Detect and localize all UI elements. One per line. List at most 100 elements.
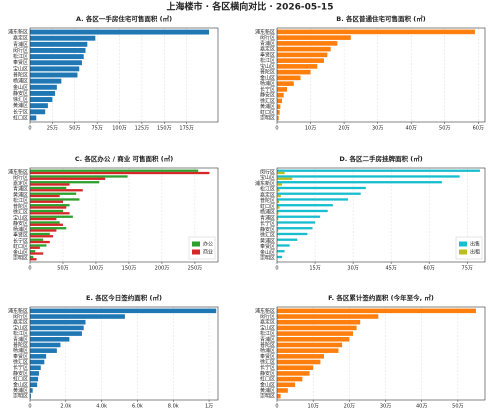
bar bbox=[277, 206, 280, 209]
bar bbox=[277, 198, 349, 201]
bar bbox=[30, 183, 70, 186]
bar bbox=[277, 215, 321, 218]
y-tick-label: 奉贤区 bbox=[260, 243, 275, 250]
bar bbox=[277, 314, 379, 319]
y-tick-label: 青浦区 bbox=[260, 336, 275, 343]
legend-label: 出售 bbox=[470, 241, 480, 248]
x-tick-label: 20万 bbox=[344, 404, 355, 410]
y-tick-label: 浦东新区 bbox=[8, 29, 28, 36]
legend-label: 出租 bbox=[470, 249, 480, 256]
legend-swatch bbox=[192, 249, 200, 255]
bar bbox=[30, 255, 34, 259]
y-tick-label: 长宁区 bbox=[260, 220, 275, 227]
bar bbox=[30, 325, 84, 331]
y-tick-label: 虹口区 bbox=[260, 376, 275, 383]
bar bbox=[30, 177, 106, 180]
x-tick-label: 0 bbox=[28, 404, 31, 410]
y-tick-label: 徐汇区 bbox=[260, 232, 275, 239]
y-tick-label: 松江区 bbox=[260, 57, 275, 64]
y-tick-label: 青浦区 bbox=[13, 41, 28, 48]
x-tick-label: 10万 bbox=[305, 126, 316, 132]
y-tick-label: 宝山区 bbox=[260, 174, 275, 181]
y-tick-label: 奉贤区 bbox=[13, 232, 28, 239]
bar bbox=[30, 78, 62, 84]
bar bbox=[277, 325, 357, 331]
bar bbox=[30, 365, 41, 370]
bar bbox=[30, 221, 60, 224]
y-tick-label: 嘉定区 bbox=[260, 191, 275, 198]
bar bbox=[30, 314, 125, 319]
bar bbox=[277, 192, 361, 195]
x-tick-label: 60万 bbox=[424, 266, 435, 272]
x-tick-label: 20万 bbox=[338, 126, 349, 132]
bar bbox=[30, 371, 39, 376]
bar bbox=[30, 60, 82, 66]
y-tick-label: 虹口区 bbox=[260, 109, 275, 116]
x-tick-label: 30万 bbox=[347, 266, 358, 272]
bar bbox=[30, 186, 67, 190]
y-tick-label: 崇明区 bbox=[260, 115, 275, 122]
bar bbox=[30, 348, 57, 353]
bar bbox=[277, 221, 316, 224]
bar bbox=[30, 35, 96, 41]
bar bbox=[30, 382, 38, 388]
y-tick-label: 黄浦区 bbox=[13, 191, 28, 198]
y-tick-label: 普陀区 bbox=[260, 69, 275, 76]
bar bbox=[30, 48, 86, 53]
x-tick-label: 0 bbox=[275, 266, 278, 272]
y-tick-label: 金山区 bbox=[13, 84, 28, 91]
y-tick-label: 闵行区 bbox=[260, 313, 275, 320]
x-tick-label: 40万 bbox=[416, 404, 427, 410]
y-tick-label: 静安区 bbox=[13, 220, 28, 227]
y-tick-label: 宝山区 bbox=[13, 214, 28, 221]
bar bbox=[277, 354, 325, 359]
legend-swatch bbox=[459, 249, 467, 255]
y-tick-label: 黄浦区 bbox=[260, 103, 275, 110]
bar bbox=[30, 215, 73, 218]
x-tick-label: 0 bbox=[275, 404, 278, 410]
y-tick-label: 奉贤区 bbox=[13, 59, 28, 66]
legend-swatch bbox=[192, 241, 200, 247]
x-tick-label: 15万 bbox=[309, 266, 320, 272]
bar bbox=[30, 250, 36, 253]
bar bbox=[277, 393, 281, 399]
bar bbox=[277, 175, 460, 178]
legend-label: 办公 bbox=[203, 241, 213, 248]
y-tick-label: 金山区 bbox=[260, 74, 275, 81]
legend-box bbox=[455, 236, 483, 260]
bar bbox=[30, 238, 44, 241]
bar bbox=[277, 171, 285, 175]
bar bbox=[277, 382, 296, 388]
chart-title: B. 各区普通住宅可售面积 (㎡) bbox=[336, 14, 425, 23]
plot-frame bbox=[276, 27, 486, 123]
bar bbox=[30, 97, 53, 102]
bar bbox=[30, 232, 50, 236]
bar bbox=[30, 194, 60, 198]
x-tick-label: 0 bbox=[275, 126, 278, 132]
x-tick-label: 0 bbox=[28, 266, 31, 272]
bar bbox=[277, 194, 281, 198]
legend-label: 商业 bbox=[203, 249, 213, 256]
plot-frame bbox=[276, 306, 486, 401]
bar bbox=[30, 240, 50, 244]
y-tick-label: 黄浦区 bbox=[13, 387, 28, 394]
y-tick-label: 虹口区 bbox=[260, 203, 275, 210]
y-tick-label: 松江区 bbox=[260, 186, 275, 193]
bar bbox=[277, 232, 308, 236]
y-tick-label: 青浦区 bbox=[260, 40, 275, 47]
bar bbox=[277, 177, 293, 180]
bar bbox=[277, 81, 294, 86]
bar bbox=[30, 175, 128, 178]
bar bbox=[30, 354, 47, 359]
y-tick-label: 浦东新区 bbox=[8, 307, 28, 314]
y-tick-label: 普陀区 bbox=[13, 341, 28, 348]
bar bbox=[277, 376, 303, 382]
x-tick-label: 25万 bbox=[47, 126, 58, 132]
y-tick-label: 长宁区 bbox=[260, 86, 275, 93]
y-tick-label: 杨浦区 bbox=[260, 80, 275, 87]
chart-title: A. 各区一手房住宅可售面积 (㎡) bbox=[76, 14, 172, 23]
bar bbox=[30, 200, 63, 203]
y-tick-label: 青浦区 bbox=[13, 186, 28, 193]
x-tick-label: 60万 bbox=[473, 126, 484, 132]
